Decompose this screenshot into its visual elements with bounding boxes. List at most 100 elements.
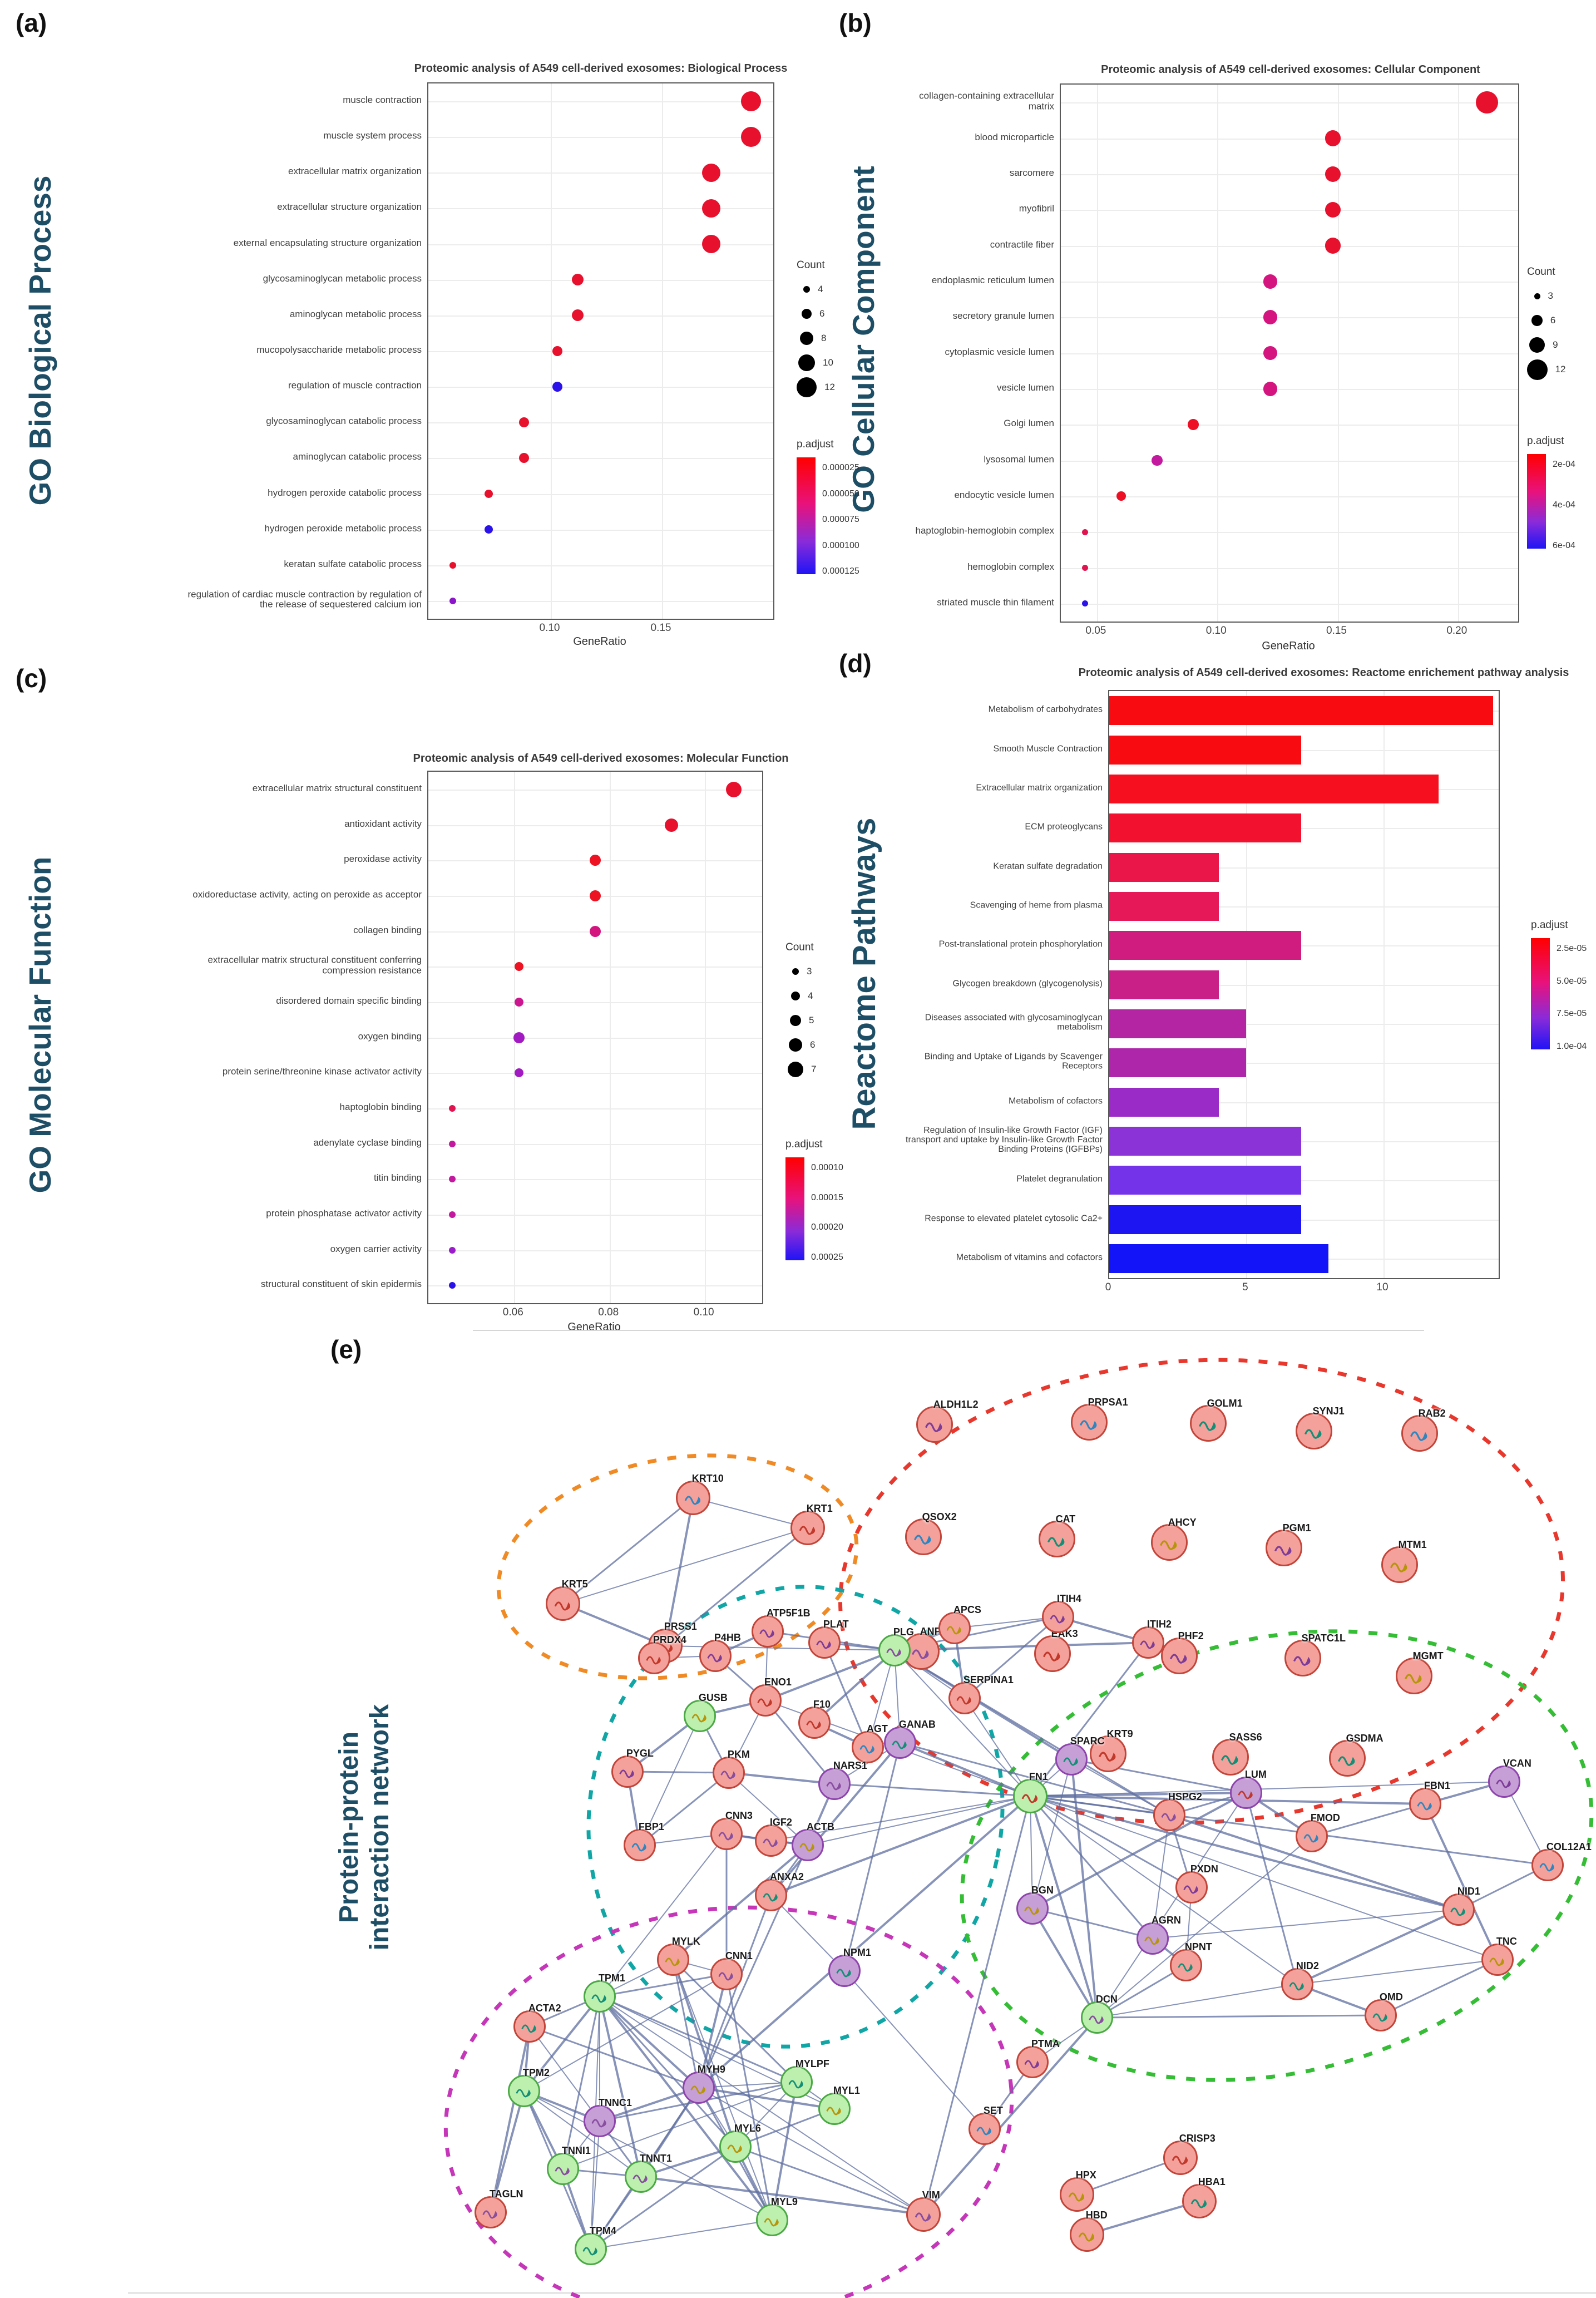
node-label: PHF2 [1178,1630,1204,1641]
network-node-ITIH4: ITIH4 [1042,1593,1081,1633]
node-label: TPM2 [522,2067,550,2079]
protein-structure-icon [631,1843,646,1852]
legend-padjust-label: 0.000125 [822,566,859,576]
panel-d-title: Proteomic analysis of A549 cell-derived … [1078,667,1569,679]
protein-structure-icon [1178,1963,1193,1972]
edge-NPM1-SET [844,1970,985,2129]
network-node-SASS6: SASS6 [1212,1732,1262,1776]
legend-padjust-label: 2e-04 [1553,460,1575,469]
enrichment-dot [484,525,493,534]
edge-KRT1-KRT5 [562,1527,808,1604]
x-tick-label: 0.05 [1085,625,1106,637]
panel-b-xaxis-label: GeneRatio [1262,640,1315,652]
legend-count-value: 7 [811,1064,817,1074]
legend-padjust-label: 1.0e-04 [1557,1042,1587,1051]
network-node-CNN1: CNN1 [710,1950,753,1990]
x-tick-label: 0.10 [1205,625,1227,637]
edge-DCN-OMD [1096,2014,1381,2019]
legend-count-bubble [792,968,799,975]
legend-count-bubble [797,377,817,397]
node-label: APCS [953,1604,981,1616]
edge-FN1-NID1 [1030,1795,1459,1911]
node-label: LUM [1244,1769,1267,1781]
grid-line-horizontal [428,1002,762,1003]
enrichment-dot [519,453,529,463]
network-node-TPM4: TPM4 [575,2225,616,2265]
protein-structure-icon [788,2080,803,2089]
legend-count-value: 12 [824,382,835,392]
legend-count-item: 4 [785,985,852,1007]
legend-count-bubble [800,332,813,345]
edge-ENO1-PLG [765,1649,895,1702]
panel-b-title: Proteomic analysis of A549 cell-derived … [1101,63,1480,76]
node-label: FN1 [1029,1771,1048,1783]
protein-structure-icon [763,1838,778,1847]
network-node-TAGLN: TAGLN [475,2188,523,2228]
y-axis-label: hydrogen peroxide catabolic process [268,487,422,498]
legend-padjust-label: 6e-04 [1553,541,1575,550]
network-node-MYH9: MYH9 [683,2064,725,2104]
network-node-GANAB: GANAB [884,1719,936,1759]
edge-TNC-OMD [1380,1959,1498,2016]
legend-count-value: 5 [809,1015,814,1025]
panel-b-legend-count-title: Count [1527,266,1555,278]
edge-FN1-VIM [922,1796,1031,2215]
grid-line-horizontal [428,351,773,352]
protein-structure-icon [1050,1615,1065,1624]
y-axis-label: Smooth Muscle Contraction [993,743,1103,753]
edge-SPARC-DCN [1070,1759,1098,2018]
y-axis-label: lysosomal lumen [984,453,1054,465]
node-label: MGMT [1412,1650,1444,1661]
network-node-ALDH1L2: ALDH1L2 [916,1399,979,1443]
y-axis-label: extracellular matrix organization [288,166,422,177]
panel-b-tag: (b) [839,8,872,37]
node-label: PLAT [823,1619,849,1630]
network-node-KRT10: KRT10 [676,1473,724,1515]
protein-structure-icon [836,1969,851,1978]
panel-a-legend-count-title: Count [797,259,825,271]
grid-line-horizontal [1109,906,1499,908]
pathway-bar [1109,891,1219,921]
legend-count-value: 6 [819,308,825,319]
edge-MYH9-MYL1 [698,2087,835,2110]
y-axis-label: peroxidase activity [344,853,422,864]
node-label: SERPINA1 [963,1674,1014,1686]
y-axis-label: extracellular structure organization [277,201,422,213]
protein-structure-icon [1080,1420,1097,1430]
protein-structure-icon [764,2218,779,2227]
protein-structure-icon [946,1626,961,1635]
protein-structure-icon [1160,1540,1177,1550]
grid-line-horizontal [1109,749,1499,751]
node-label: CNN1 [725,1950,753,1962]
cluster-outline-ecm-cluster [960,1629,1594,2082]
enrichment-dot [571,309,584,322]
node-label: MYL9 [770,2196,798,2208]
enrichment-dot [448,1140,456,1147]
protein-structure-icon [816,1640,831,1649]
network-node-GOLM1: GOLM1 [1190,1398,1243,1442]
network-node-ITIH2: ITIH2 [1132,1619,1172,1659]
grid-line-vertical [705,772,706,1303]
y-axis-label: oxygen carrier activity [330,1243,422,1254]
protein-structure-icon [886,1648,901,1657]
node-label: IGF2 [769,1817,792,1828]
edge-MYLK-MYH9 [672,1959,700,2088]
protein-structure-icon [591,1994,606,2003]
pathway-bar [1109,774,1439,803]
node-label: ACTB [806,1821,834,1833]
legend-count-bubble [1534,293,1540,299]
network-node-IGF2: IGF2 [755,1817,792,1857]
edge-CNN1-MYL9 [725,1974,773,2221]
protein-structure-icon [1190,2199,1207,2208]
y-axis-label: Golgi lumen [1004,417,1054,428]
node-label: AGT [866,1723,888,1735]
y-axis-label: haptoglobin-hemoglobin complex [915,525,1055,536]
enrichment-dot [1263,310,1278,324]
enrichment-dot [449,597,456,604]
enrichment-dot [448,1246,456,1254]
grid-line-horizontal [1061,460,1518,462]
edge-NID1-AGRN [1152,1909,1459,1939]
grid-line-horizontal [428,825,762,826]
grid-line-horizontal [428,422,773,424]
panel-c-legend-padjust-title: p.adjust [785,1138,823,1150]
